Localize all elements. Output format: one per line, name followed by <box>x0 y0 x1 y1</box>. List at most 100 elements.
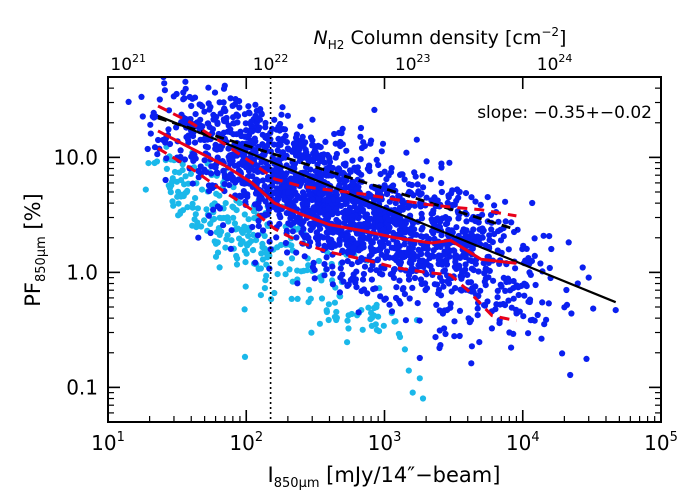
light-data-point <box>241 223 248 230</box>
dark-data-point <box>457 286 464 293</box>
light-data-point <box>198 223 205 230</box>
dark-data-point <box>221 82 228 89</box>
x-tick-label: 104 <box>506 430 540 455</box>
dark-data-point <box>460 268 467 275</box>
dark-data-point <box>385 240 392 247</box>
dark-data-point <box>255 127 262 134</box>
light-data-point <box>175 200 182 207</box>
dark-data-point <box>279 104 286 111</box>
dark-data-point <box>456 264 463 271</box>
dark-data-point <box>361 263 369 270</box>
dark-data-point <box>376 206 383 213</box>
dark-data-point <box>236 104 243 111</box>
dark-data-point <box>273 190 280 197</box>
dark-data-point <box>423 285 431 292</box>
dark-data-point <box>262 124 269 131</box>
dark-data-point <box>418 226 425 233</box>
dark-data-point <box>376 239 383 246</box>
dark-data-point <box>325 205 332 212</box>
light-data-point <box>409 389 416 396</box>
dark-data-point <box>502 287 509 294</box>
light-data-point <box>323 308 330 316</box>
dark-data-point <box>521 280 528 287</box>
light-data-point <box>289 278 296 285</box>
dark-data-point <box>401 176 408 183</box>
dark-data-point <box>541 321 548 328</box>
light-data-point <box>345 325 352 332</box>
light-data-point <box>241 353 249 360</box>
dark-data-point <box>481 278 488 285</box>
dark-data-point <box>166 140 174 148</box>
dark-data-point <box>585 274 592 281</box>
x-tick-label-exp: 4 <box>531 430 539 445</box>
dark-data-point <box>348 217 355 224</box>
dark-data-point <box>463 227 470 234</box>
dark-data-point <box>285 183 292 190</box>
dark-data-point <box>326 225 333 233</box>
dark-data-point <box>401 241 408 248</box>
dark-data-point <box>245 109 252 116</box>
dark-data-point <box>417 276 424 283</box>
dark-data-point <box>310 205 317 212</box>
light-data-point <box>167 189 174 196</box>
dark-data-point <box>150 109 157 116</box>
dark-data-point <box>490 277 497 284</box>
dark-data-point <box>332 189 339 196</box>
dark-data-point <box>308 210 315 217</box>
dark-data-point <box>568 310 575 317</box>
dark-data-point <box>220 99 227 106</box>
x-tick-label-base: 10 <box>368 431 393 455</box>
dark-data-point <box>231 162 238 169</box>
light-data-point <box>207 220 214 227</box>
light-data-point <box>182 173 189 180</box>
dark-data-point <box>202 143 209 150</box>
dark-data-point <box>300 225 307 232</box>
dark-data-point <box>220 222 227 229</box>
dark-data-point <box>353 284 360 291</box>
dark-data-point <box>317 175 324 182</box>
dark-data-point <box>125 98 132 105</box>
dark-data-point <box>376 197 383 205</box>
dark-data-point <box>248 118 255 125</box>
dark-data-point <box>497 301 504 308</box>
dark-data-point <box>525 255 532 262</box>
dark-data-point <box>442 330 449 338</box>
dark-data-point <box>335 196 342 203</box>
y-axis-title: PF850μm [%] <box>21 193 49 307</box>
light-data-point <box>243 250 250 257</box>
dark-data-point <box>427 176 434 183</box>
dark-data-point <box>402 317 409 324</box>
light-data-point <box>249 247 257 254</box>
dark-data-point <box>208 170 215 177</box>
top-tick-label: 1022 <box>253 52 289 75</box>
dark-data-point <box>416 354 423 362</box>
dark-data-point <box>520 242 527 249</box>
dark-data-point <box>161 87 168 94</box>
dark-data-point <box>221 181 228 188</box>
dark-data-point <box>217 110 224 117</box>
light-data-point <box>242 259 249 266</box>
dark-data-point <box>340 161 347 168</box>
dark-data-point <box>298 141 305 148</box>
dark-data-point <box>191 94 199 101</box>
dark-data-point <box>444 220 451 227</box>
dark-data-point <box>488 226 495 233</box>
dark-data-point <box>492 306 499 313</box>
dark-data-point <box>177 147 184 154</box>
dark-data-point <box>252 101 259 108</box>
dark-data-point <box>165 126 172 133</box>
dark-data-point <box>298 174 305 181</box>
dark-data-point <box>255 178 262 185</box>
dark-data-point <box>378 148 385 155</box>
dark-data-point <box>357 133 364 140</box>
light-data-point <box>268 296 275 303</box>
light-data-point <box>359 326 366 333</box>
light-data-point <box>344 317 351 324</box>
dark-data-point <box>259 141 266 148</box>
dark-data-point <box>396 218 403 226</box>
dark-data-point <box>323 266 330 273</box>
light-data-point <box>201 217 208 224</box>
light-data-point <box>288 295 295 302</box>
light-data-point <box>214 249 222 256</box>
dark-data-point <box>373 267 380 274</box>
